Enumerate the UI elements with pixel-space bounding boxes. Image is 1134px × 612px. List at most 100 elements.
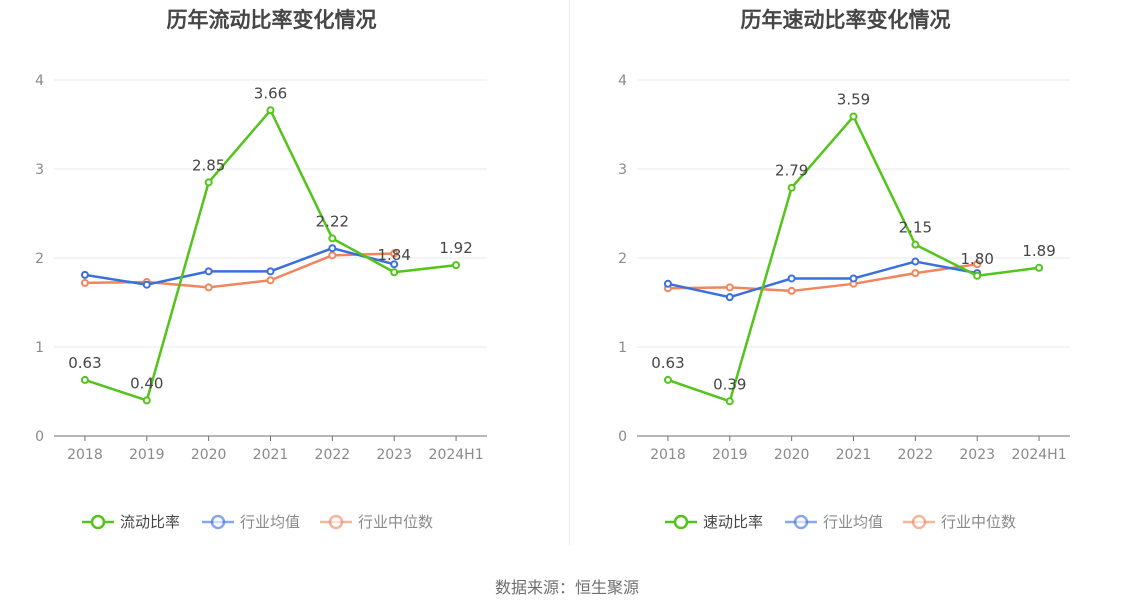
y-tick-label: 1 xyxy=(35,340,44,356)
data-point xyxy=(725,397,734,406)
legend-item[interactable]: 行业中位数 xyxy=(903,513,1016,531)
data-source-note: 数据来源：恒生聚源 xyxy=(494,578,639,597)
legend-item[interactable]: 行业均值 xyxy=(202,513,300,531)
data-point xyxy=(849,274,858,283)
data-label: 0.39 xyxy=(713,375,746,393)
legend-item[interactable]: 速动比率 xyxy=(665,513,763,531)
legend-marker xyxy=(911,514,927,530)
data-point xyxy=(204,283,213,292)
data-label: 2.85 xyxy=(192,156,225,174)
legend-marker xyxy=(328,514,344,530)
data-point xyxy=(849,112,858,121)
data-point xyxy=(663,375,672,384)
y-tick-label: 0 xyxy=(35,429,44,445)
x-tick-label: 2023 xyxy=(376,447,412,463)
legend-marker xyxy=(90,514,106,530)
data-point xyxy=(328,251,337,260)
data-point xyxy=(787,274,796,283)
chart-title: 历年速动比率变化情况 xyxy=(740,8,951,32)
x-tick-label: 2018 xyxy=(67,447,103,463)
x-tick-label: 2024H1 xyxy=(1012,447,1067,463)
y-tick-label: 4 xyxy=(35,73,44,89)
legend-label: 行业中位数 xyxy=(941,513,1016,531)
data-label: 2.79 xyxy=(775,162,808,180)
data-point xyxy=(787,286,796,295)
data-point xyxy=(911,257,920,266)
data-point xyxy=(80,375,89,384)
data-point xyxy=(80,278,89,287)
x-tick-label: 2018 xyxy=(650,447,686,463)
x-tick-label: 2023 xyxy=(959,447,995,463)
legend-marker xyxy=(673,514,689,530)
data-point xyxy=(452,261,461,270)
data-point xyxy=(80,270,89,279)
data-label: 0.63 xyxy=(68,354,101,372)
data-label: 1.92 xyxy=(439,239,472,257)
x-tick-label: 2022 xyxy=(898,447,934,463)
data-label: 2.22 xyxy=(316,212,349,230)
legend-item[interactable]: 行业中位数 xyxy=(320,513,433,531)
current-ratio-chart-panel: 历年流动比率变化情况 0 1 2 3 4 2018 2019 2020 2021 2022 2023… xyxy=(0,0,567,545)
data-label: 1.84 xyxy=(378,246,411,264)
data-point xyxy=(725,293,734,302)
y-tick-label: 2 xyxy=(618,251,627,267)
x-tick-label: 2019 xyxy=(129,447,165,463)
data-point xyxy=(390,249,399,258)
data-point xyxy=(390,268,399,277)
chart-title: 历年流动比率变化情况 xyxy=(166,8,377,32)
data-point xyxy=(663,279,672,288)
data-point xyxy=(911,269,920,278)
quick-ratio-chart-panel: 历年速动比率变化情况 0 1 2 3 4 2018 2019 2020 2021 2022 2023… xyxy=(567,0,1134,545)
data-point xyxy=(204,267,213,276)
data-point xyxy=(787,183,796,192)
legend-item[interactable]: 流动比率 xyxy=(82,513,180,531)
data-label: 0.40 xyxy=(130,374,163,392)
data-point xyxy=(328,234,337,243)
y-tick-label: 4 xyxy=(618,73,627,89)
x-tick-label: 2019 xyxy=(712,447,748,463)
y-tick-label: 1 xyxy=(618,340,627,356)
data-label: 1.89 xyxy=(1022,242,1055,260)
data-point xyxy=(142,280,151,289)
data-point xyxy=(725,283,734,292)
data-label: 2.15 xyxy=(899,219,932,237)
series-line xyxy=(84,246,395,286)
data-point xyxy=(911,240,920,249)
chart-canvas: 0 1 2 3 4 2018 2019 2020 2021 2022 2023 2024H1 0.63 0… xyxy=(35,73,487,531)
legend-label: 行业中位数 xyxy=(358,513,433,531)
legend-label: 行业均值 xyxy=(240,513,300,531)
data-label: 0.63 xyxy=(651,354,684,372)
legend-label: 行业均值 xyxy=(823,513,883,531)
data-point xyxy=(266,106,275,115)
data-point xyxy=(390,260,399,269)
quick-ratio-plot: 0 1 2 3 4 2018 2019 2020 2021 2022 2023 2024H1 0.63 0… xyxy=(618,73,1070,531)
legend-label: 速动比率 xyxy=(703,513,763,531)
legend-item[interactable]: 行业均值 xyxy=(785,513,883,531)
x-tick-label: 2021 xyxy=(253,447,289,463)
y-tick-label: 3 xyxy=(35,162,44,178)
panel-divider xyxy=(569,0,570,545)
x-tick-label: 2020 xyxy=(774,447,810,463)
data-point xyxy=(973,271,982,280)
legend-label: 流动比率 xyxy=(120,513,180,531)
y-tick-label: 0 xyxy=(618,429,627,445)
legend-marker xyxy=(210,514,226,530)
series-line xyxy=(667,260,978,299)
legend-marker xyxy=(793,514,809,530)
x-tick-label: 2024H1 xyxy=(429,447,484,463)
data-label: 1.80 xyxy=(961,250,994,268)
y-tick-label: 3 xyxy=(618,162,627,178)
data-point xyxy=(204,178,213,187)
data-point xyxy=(973,260,982,269)
data-point xyxy=(266,267,275,276)
y-tick-label: 2 xyxy=(35,251,44,267)
x-tick-label: 2020 xyxy=(191,447,227,463)
data-label: 3.59 xyxy=(837,90,870,108)
data-point xyxy=(1035,263,1044,272)
x-tick-label: 2022 xyxy=(315,447,351,463)
series-line xyxy=(667,262,978,293)
data-label: 3.66 xyxy=(254,84,287,102)
current-ratio-plot: 0 1 2 3 4 2018 2019 2020 2021 2022 2023 2024H1 0.63 0… xyxy=(35,73,487,531)
data-point xyxy=(266,276,275,285)
data-point xyxy=(142,396,151,405)
